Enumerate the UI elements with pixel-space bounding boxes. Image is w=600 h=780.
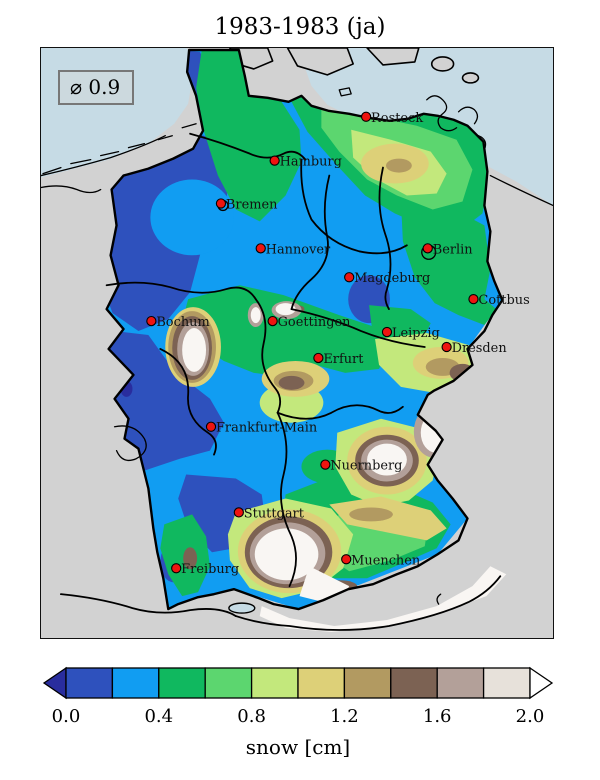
city-dot <box>267 315 278 327</box>
state-borders <box>105 132 437 588</box>
colorbar-under-arrow <box>42 666 67 700</box>
city-label: Freiburg <box>181 562 239 577</box>
city-hamburg: Hamburg <box>269 155 342 170</box>
city-dot <box>422 243 433 254</box>
city-rostock: Rostock <box>360 111 423 126</box>
city-dot <box>344 272 355 283</box>
coastlines <box>41 87 553 631</box>
map-canvas: Rostock Hamburg Bremen Hannover Berlin M… <box>41 48 553 638</box>
city-dot <box>171 563 182 574</box>
city-dot <box>269 155 280 166</box>
colorbar-segment <box>250 667 299 699</box>
city-label: Berlin <box>433 242 473 257</box>
city-dot <box>341 554 352 565</box>
colorbar: 0.0 0.4 0.8 1.2 1.6 2.0 snow [cm] <box>42 666 554 759</box>
city-cottbus: Cottbus <box>468 293 530 308</box>
city-markers: Rostock Hamburg Bremen Hannover Berlin M… <box>146 111 530 577</box>
city-label: Bremen <box>226 197 278 212</box>
city-dot <box>441 341 452 353</box>
colorbar-ticks: 0.0 0.4 0.8 1.2 1.6 2.0 <box>52 706 545 727</box>
city-dot <box>360 111 372 122</box>
colorbar-over-arrow <box>529 666 554 700</box>
colorbar-segment <box>436 667 485 699</box>
city-berlin: Berlin <box>422 242 473 257</box>
city-label: Hannover <box>266 242 331 257</box>
city-label: Hamburg <box>280 155 342 170</box>
city-label: Erfurt <box>323 352 364 367</box>
city-dot <box>215 198 227 209</box>
city-freiburg: Freiburg <box>171 562 239 577</box>
tick-label: 1.2 <box>330 706 359 727</box>
tick-label: 0.0 <box>52 706 81 727</box>
city-leipzig: Leipzig <box>381 326 440 341</box>
city-dot <box>255 243 266 254</box>
city-dot <box>233 507 244 518</box>
city-bochum: Bochum <box>146 315 210 330</box>
denmark <box>229 48 480 84</box>
city-dot <box>320 459 331 470</box>
colorbar-segment <box>390 667 438 699</box>
average-value-box: ⌀ 0.9 <box>58 70 135 105</box>
city-label: Frankfurt-Main <box>216 421 317 436</box>
tick-label: 1.6 <box>423 706 452 727</box>
city-label: Rostock <box>371 111 423 126</box>
colorbar-axis-label: snow [cm] <box>246 735 350 759</box>
city-dresden: Dresden <box>441 341 507 356</box>
city-muenchen: Muenchen <box>341 553 420 568</box>
colorbar-segment <box>482 667 531 699</box>
tick-label: 0.8 <box>237 706 266 727</box>
city-nuernberg: Nuernberg <box>320 459 402 474</box>
city-dot <box>146 315 157 327</box>
colorbar-segment <box>343 667 392 699</box>
city-stuttgart: Stuttgart <box>233 506 305 521</box>
city-label: Nuernberg <box>330 459 402 474</box>
colorbar-segment <box>111 667 160 699</box>
germany-outline <box>105 48 504 611</box>
tick-label: 0.4 <box>144 706 173 727</box>
city-bremen: Bremen <box>215 197 278 212</box>
city-label: Magdeburg <box>354 271 430 286</box>
city-label: Stuttgart <box>244 506 305 521</box>
city-dot <box>381 326 393 338</box>
city-dot <box>205 421 217 432</box>
tick-label: 2.0 <box>516 706 545 727</box>
city-hannover: Hannover <box>255 242 331 257</box>
city-label: Leipzig <box>392 326 440 341</box>
city-label: Cottbus <box>478 293 529 308</box>
city-erfurt: Erfurt <box>313 352 364 367</box>
lake-constance <box>228 602 256 614</box>
average-value-label: ⌀ 0.9 <box>70 75 121 99</box>
city-dot <box>313 352 324 364</box>
city-magdeburg: Magdeburg <box>344 271 430 286</box>
city-label: Dresden <box>452 341 507 356</box>
page-title: 1983-1983 (ja) <box>214 14 386 40</box>
city-label: Goettingen <box>278 315 351 330</box>
city-goettingen: Goettingen <box>267 315 351 330</box>
city-dot <box>468 294 479 305</box>
colorbar-segment <box>65 667 114 699</box>
city-label: Bochum <box>156 315 209 330</box>
colorbar-segment <box>297 667 346 699</box>
colorbar-segment <box>158 667 206 699</box>
colorbar-segment <box>204 667 253 699</box>
city-frankfurt-main: Frankfurt-Main <box>205 421 317 436</box>
germany-map: Rostock Hamburg Bremen Hannover Berlin M… <box>40 47 554 639</box>
city-label: Muenchen <box>351 553 420 568</box>
